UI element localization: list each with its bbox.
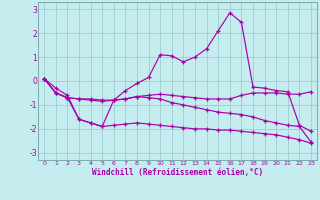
X-axis label: Windchill (Refroidissement éolien,°C): Windchill (Refroidissement éolien,°C): [92, 168, 263, 177]
